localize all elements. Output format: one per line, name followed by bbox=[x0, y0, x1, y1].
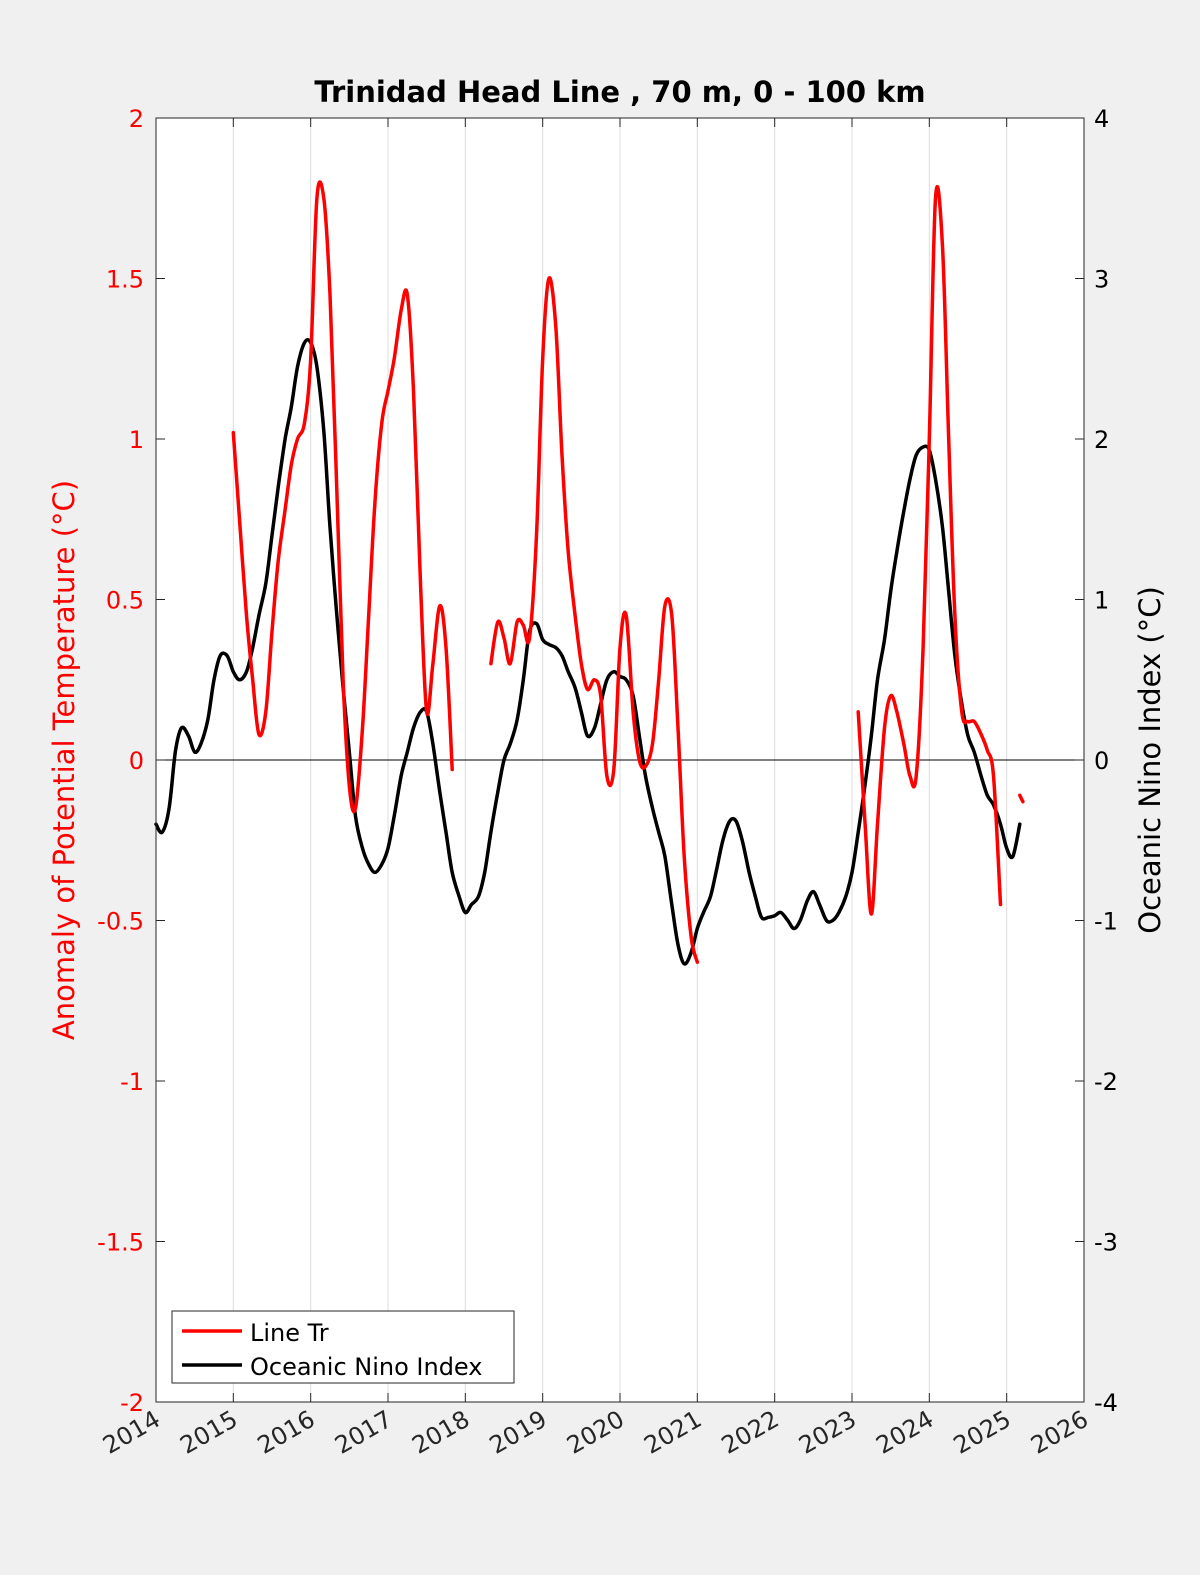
y-right-tick-label: 2 bbox=[1094, 426, 1109, 454]
x-tick-label: 2022 bbox=[717, 1405, 784, 1460]
x-tick-label: 2023 bbox=[794, 1405, 861, 1460]
x-tick-label: 2015 bbox=[175, 1405, 242, 1460]
y-axis-left-label: Anomaly of Potential Temperature (°C) bbox=[47, 480, 81, 1040]
y-left-tick-label: -2 bbox=[120, 1389, 144, 1417]
series-line-tr-segment bbox=[231, 180, 454, 814]
legend-label-line-tr: Line Tr bbox=[250, 1319, 329, 1347]
legend-box bbox=[171, 1310, 515, 1384]
y-right-tick-label: 4 bbox=[1094, 105, 1109, 133]
y-left-tick-label: 2 bbox=[129, 105, 144, 133]
x-tick-label: 2016 bbox=[253, 1405, 320, 1460]
series-line-tr-segment bbox=[489, 276, 700, 964]
y-axis-right-label: Oceanic Nino Index (°C) bbox=[1133, 586, 1167, 934]
x-tick-label: 2019 bbox=[485, 1405, 552, 1460]
legend: Line Tr Oceanic Nino Index bbox=[171, 1310, 515, 1384]
x-tick-label: 2021 bbox=[639, 1405, 706, 1460]
y-left-tick-label: 0.5 bbox=[106, 587, 144, 615]
x-tick-label: 2026 bbox=[1026, 1405, 1093, 1460]
chart-title: Trinidad Head Line , 70 m, 0 - 100 km bbox=[314, 75, 925, 109]
y-left-tick-label: -1.5 bbox=[97, 1229, 144, 1257]
y-right-tick-label: -1 bbox=[1094, 908, 1118, 936]
y-left-tick-label: 1.5 bbox=[106, 266, 144, 294]
series-line-tr-segment bbox=[1018, 793, 1025, 804]
x-tick-label: 2017 bbox=[330, 1405, 397, 1460]
x-tick-label: 2025 bbox=[949, 1405, 1016, 1460]
x-tick-label: 2024 bbox=[871, 1405, 938, 1460]
y-left-tick-label: -0.5 bbox=[97, 908, 144, 936]
y-right-tick-label: 3 bbox=[1094, 266, 1109, 294]
series-line-oni bbox=[154, 338, 1022, 966]
legend-label-oni: Oceanic Nino Index bbox=[250, 1353, 482, 1381]
y-right-tick-label: -3 bbox=[1094, 1229, 1118, 1257]
series-layer bbox=[154, 180, 1025, 966]
x-tick-label: 2020 bbox=[562, 1405, 629, 1460]
x-tick-label: 2018 bbox=[407, 1405, 474, 1460]
y-left-tick-label: -1 bbox=[120, 1068, 144, 1096]
series-line-tr-segment bbox=[856, 184, 1003, 916]
y-right-tick-label: -2 bbox=[1094, 1068, 1118, 1096]
y-right-tick-label: 0 bbox=[1094, 747, 1109, 775]
y-left-tick-label: 0 bbox=[129, 747, 144, 775]
y-right-tick-label: -4 bbox=[1094, 1389, 1118, 1417]
y-right-tick-label: 1 bbox=[1094, 587, 1109, 615]
y-left-tick-label: 1 bbox=[129, 426, 144, 454]
